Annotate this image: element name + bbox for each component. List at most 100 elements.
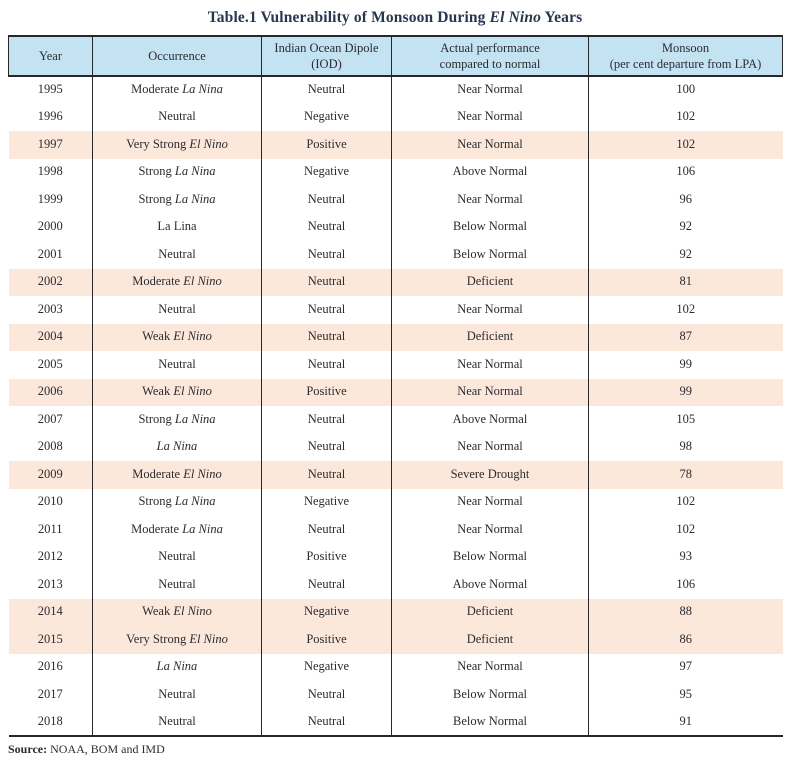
cell-performance: Near Normal [391,433,589,461]
cell-performance: Near Normal [391,296,589,324]
table-row-1995: 1995 Moderate La Nina Neutral Near Normal 10… [9,76,783,104]
cell-year: 2015 [8,626,93,654]
cell-performance: Below Normal [391,681,589,709]
table-row-1998: 1998 Strong La Nina Negative Above Normal 10… [9,158,783,186]
table-row-1997: 1997 Very Strong El Nino Positive Near Norm… [8,131,783,159]
cell-iod: Positive [261,626,392,654]
occurrence-phenomenon: El Nino [183,274,222,289]
table-row-2007: 2007 Strong La Nina Neutral Above Normal 105 [9,406,783,434]
cell-year: 1998 [37,164,63,179]
cell-year: 2011 [37,521,63,536]
cell-performance: Near Normal [391,378,589,406]
source-text: NOAA, BOM and IMD [47,742,165,756]
occurrence-text: Very Strong [126,136,190,151]
cell-occurrence: Neutral [92,351,262,379]
table-row-2002: 2002 Moderate El Nino Neutral Deficient 81 [8,268,783,296]
cell-occurrence: Weak El Nino [92,598,262,626]
cell-occurrence: Neutral [92,681,262,709]
table-row-2014: 2014 Weak El Nino Negative Deficient 88 [8,598,783,626]
cell-year: 2005 [37,356,63,371]
cell-monsoon: 78 [588,461,783,489]
col-header-monsoon: Monsoon (per cent departure from LPA) [588,35,783,77]
occurrence-phenomenon: La Nina [182,521,223,536]
col-header-year: Year [8,35,93,77]
occurrence-text: Neutral [158,576,196,591]
cell-iod: Negative [261,103,392,131]
table-row-2010: 2010 Strong La Nina Negative Near Normal 102 [9,488,783,516]
cell-monsoon: 102 [588,296,783,324]
title-prefix: Table.1 Vulnerability of Monsoon During [207,9,490,26]
cell-iod: Neutral [261,433,392,461]
cell-iod: Neutral [261,76,392,104]
occurrence-phenomenon: La Nina [174,411,216,426]
cell-monsoon: 88 [588,598,783,626]
cell-iod: Neutral [261,708,392,737]
occurrence-text: Weak [142,329,174,344]
cell-performance: Near Normal [391,186,589,214]
cell-performance: Near Normal [391,488,589,516]
occurrence-phenomenon: El Nino [173,329,212,344]
cell-occurrence: Weak El Nino [92,323,262,351]
cell-performance: Below Normal [391,213,589,241]
cell-occurrence: Neutral [92,103,262,131]
cell-monsoon: 97 [588,653,783,681]
occurrence-text: Weak [142,604,174,619]
occurrence-text: Neutral [158,246,196,261]
cell-year: 2003 [37,301,63,316]
cell-performance: Near Normal [391,103,589,131]
cell-monsoon: 99 [588,351,783,379]
occurrence-text: Strong [138,411,175,426]
cell-occurrence: Weak El Nino [92,378,262,406]
title-suffix: Years [541,9,583,26]
cell-iod: Negative [261,598,392,626]
table-row-2012: 2012 Neutral Positive Below Normal 93 [9,543,783,571]
cell-iod: Positive [261,543,392,571]
cell-occurrence: Strong La Nina [92,158,262,186]
table-row-2009: 2009 Moderate El Nino Neutral Severe Drough… [8,461,783,489]
cell-performance: Near Normal [391,351,589,379]
table-title: Table.1 Vulnerability of Monsoon During … [8,0,782,35]
cell-year: 2014 [8,598,93,626]
cell-performance: Below Normal [391,543,589,571]
cell-monsoon: 81 [588,268,783,296]
table-row-2017: 2017 Neutral Neutral Below Normal 95 [9,681,783,709]
occurrence-text: Neutral [158,686,196,701]
cell-occurrence: Very Strong El Nino [92,626,262,654]
cell-occurrence: Strong La Nina [92,488,262,516]
cell-year: 1999 [37,191,63,206]
cell-iod: Neutral [261,241,392,269]
cell-iod: Neutral [261,323,392,351]
cell-occurrence: La Nina [92,433,262,461]
table-row-2000: 2000 La Lina Neutral Below Normal 92 [9,213,783,241]
cell-monsoon: 102 [588,516,783,544]
occurrence-phenomenon: El Nino [183,466,222,481]
cell-iod: Neutral [261,461,392,489]
cell-performance: Deficient [391,626,589,654]
occurrence-text: Moderate [132,274,184,289]
cell-performance: Severe Drought [391,461,589,489]
cell-monsoon: 87 [588,323,783,351]
cell-year: 1997 [8,131,93,159]
table-row-2008: 2008 La Nina Neutral Near Normal 98 [9,433,783,461]
occurrence-phenomenon: El Nino [173,384,212,399]
occurrence-phenomenon: La Nina [174,494,216,509]
cell-occurrence: Neutral [92,571,262,599]
cell-iod: Neutral [261,296,392,324]
title-el-nino: El Nino [489,9,542,26]
cell-iod: Negative [261,158,392,186]
cell-monsoon: 96 [588,186,783,214]
cell-performance: Below Normal [391,241,589,269]
cell-occurrence: Moderate El Nino [92,268,262,296]
cell-performance: Below Normal [391,708,589,737]
occurrence-text: Strong [138,494,175,509]
table-row-2018: 2018 Neutral Neutral Below Normal 91 [8,708,783,737]
table-row-2005: 2005 Neutral Neutral Near Normal 99 [9,351,783,379]
occurrence-text: Weak [142,384,174,399]
cell-iod: Neutral [261,406,392,434]
occurrence-phenomenon: La Nina [156,659,198,674]
cell-year: 2006 [8,378,93,406]
cell-iod: Neutral [261,516,392,544]
table-row-2016: 2016 La Nina Negative Near Normal 97 [9,653,783,681]
cell-monsoon: 92 [588,241,783,269]
